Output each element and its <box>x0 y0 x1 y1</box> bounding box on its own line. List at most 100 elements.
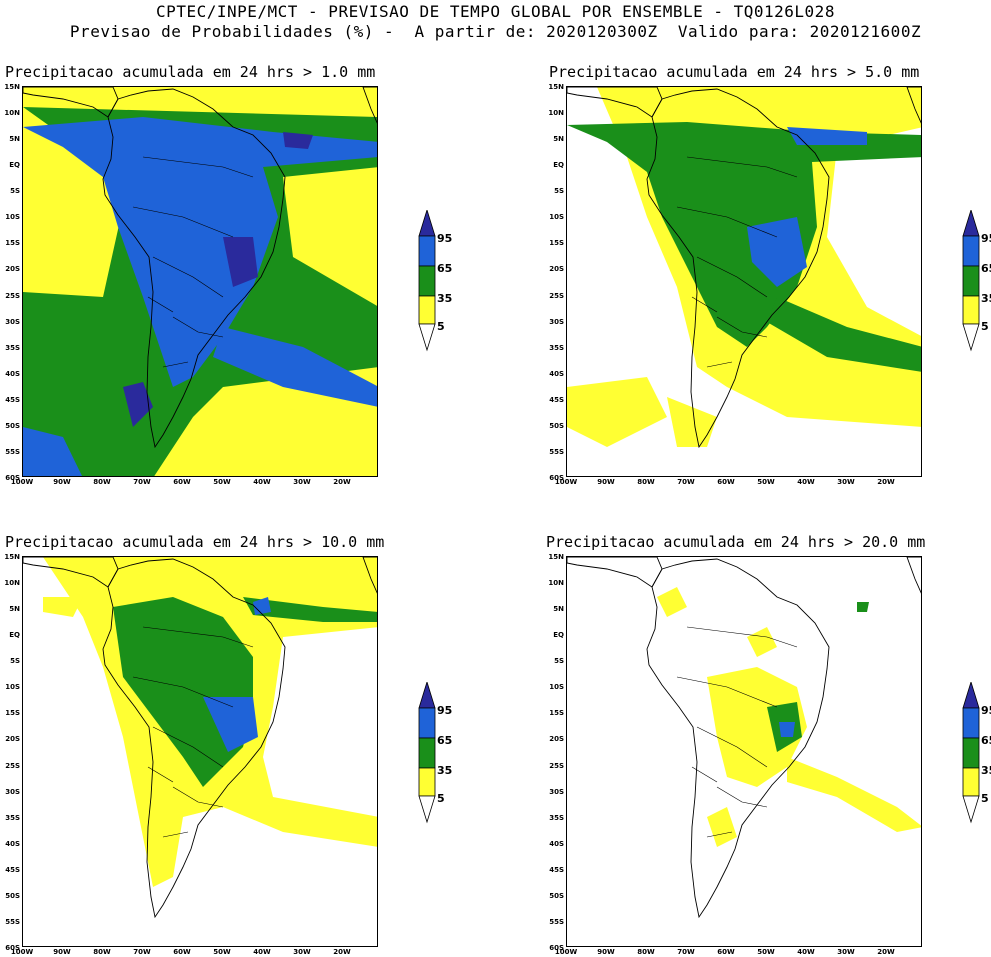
latitude-label: 15N <box>548 553 564 561</box>
latitude-label: 10S <box>549 213 564 222</box>
latitude-label: 10N <box>4 579 20 588</box>
panel-title-1: Precipitacao acumulada em 24 hrs > 1.0 m… <box>5 63 376 81</box>
header-line-1: CPTEC/INPE/MCT - PREVISAO DE TEMPO GLOBA… <box>156 2 835 21</box>
latitude-label: 45S <box>5 395 20 404</box>
country-border <box>706 361 733 368</box>
latitude-label: 10S <box>549 683 564 692</box>
longitude-label: 30W <box>293 478 311 486</box>
latitude-label: 40S <box>5 839 20 848</box>
longitude-label: 90W <box>53 478 71 486</box>
latitude-label: 30S <box>5 787 20 796</box>
latitude-label: 40S <box>549 369 564 378</box>
latitude-label: 35S <box>549 343 564 352</box>
latitude-label: 45S <box>549 865 564 874</box>
latitude-label: 15N <box>4 553 20 561</box>
probability-area <box>213 327 377 407</box>
longitude-label: 60W <box>173 948 191 956</box>
probability-area <box>657 587 687 617</box>
latitude-label: 15S <box>5 239 20 248</box>
map-canvas <box>567 87 921 449</box>
latitude-label: 5S <box>554 657 564 666</box>
legend-panel-3: 95 65 35 5 <box>418 680 458 824</box>
latitude-label: EQ <box>9 631 20 640</box>
legend-panel-2: 95 65 35 5 <box>962 208 991 352</box>
longitude-label: 30W <box>293 948 311 956</box>
longitude-label: 50W <box>213 478 231 486</box>
latitude-label: 5N <box>553 605 564 614</box>
latitude-label: 15N <box>548 83 564 91</box>
probability-area <box>747 627 777 657</box>
probability-area <box>253 597 271 615</box>
legend-value: 5 <box>437 792 445 805</box>
probability-area <box>23 117 377 387</box>
longitude-label: 40W <box>797 948 815 956</box>
panel-title-3: Precipitacao acumulada em 24 hrs > 10.0 … <box>5 533 385 551</box>
longitude-label: 40W <box>797 478 815 486</box>
longitude-label: 70W <box>133 478 151 486</box>
latitude-label: 45S <box>5 865 20 874</box>
latitude-label: 60S <box>5 944 20 952</box>
longitude-label: 40W <box>253 478 271 486</box>
country-border <box>162 831 189 838</box>
latitude-label: 60S <box>5 474 20 482</box>
panel-title-4: Precipitacao acumulada em 24 hrs > 20.0 … <box>546 533 926 551</box>
latitude-label: 50S <box>549 421 564 430</box>
latitude-label: 20S <box>5 265 20 274</box>
panel-title-2: Precipitacao acumulada em 24 hrs > 5.0 m… <box>549 63 920 81</box>
map-panel-3 <box>22 556 378 947</box>
legend-value: 65 <box>437 734 453 747</box>
map-canvas <box>23 87 377 476</box>
latitude-label: 15S <box>5 709 20 718</box>
latitude-label: 5N <box>9 135 20 144</box>
country-border <box>132 676 234 708</box>
legend-value: 35 <box>981 764 991 777</box>
longitude-label: 60W <box>173 478 191 486</box>
latitude-label: 10S <box>5 213 20 222</box>
header-line-2: Previsao de Probabilidades (%) - A parti… <box>69 22 922 41</box>
latitude-label: 40S <box>549 839 564 848</box>
legend-value: 35 <box>437 764 453 777</box>
country-border <box>142 626 254 648</box>
legend-value: 5 <box>981 320 989 333</box>
latitude-label: 20S <box>5 735 20 744</box>
legend-colorbar <box>962 208 980 352</box>
country-border <box>152 726 224 768</box>
country-border <box>152 256 224 298</box>
longitude-label: 100W <box>10 478 34 486</box>
probability-area <box>707 667 807 787</box>
longitude-label: 30W <box>837 948 855 956</box>
coastline <box>567 557 663 588</box>
probability-area <box>23 427 83 476</box>
legend-value: 65 <box>437 262 453 275</box>
latitude-label: 30S <box>549 317 564 326</box>
country-border <box>172 316 224 338</box>
legend-value: 5 <box>437 320 445 333</box>
longitude-label: 40W <box>253 948 271 956</box>
coastline <box>102 88 286 449</box>
legend-value: 95 <box>437 704 453 717</box>
legend-value: 65 <box>981 734 991 747</box>
probability-area <box>779 722 795 737</box>
longitude-label: 80W <box>637 478 655 486</box>
coastline <box>362 557 377 594</box>
latitude-label: 5N <box>9 605 20 614</box>
longitude-label: 50W <box>757 478 775 486</box>
coastline <box>102 558 286 919</box>
latitude-label: 55S <box>5 917 20 926</box>
probability-area <box>567 122 921 347</box>
coastline <box>906 87 921 124</box>
map-canvas <box>23 557 377 919</box>
longitude-label: 70W <box>133 948 151 956</box>
latitude-label: 55S <box>549 447 564 456</box>
probability-area <box>223 237 258 287</box>
latitude-label: 15S <box>549 709 564 718</box>
latitude-label: 25S <box>5 761 20 770</box>
longitude-label: 20W <box>877 478 895 486</box>
coastline <box>646 88 830 449</box>
legend-colorbar <box>962 680 980 824</box>
latitude-label: EQ <box>553 631 564 640</box>
longitude-label: 60W <box>717 948 735 956</box>
latitude-label: 15N <box>4 83 20 91</box>
country-border <box>716 316 768 338</box>
probability-area <box>707 807 737 847</box>
